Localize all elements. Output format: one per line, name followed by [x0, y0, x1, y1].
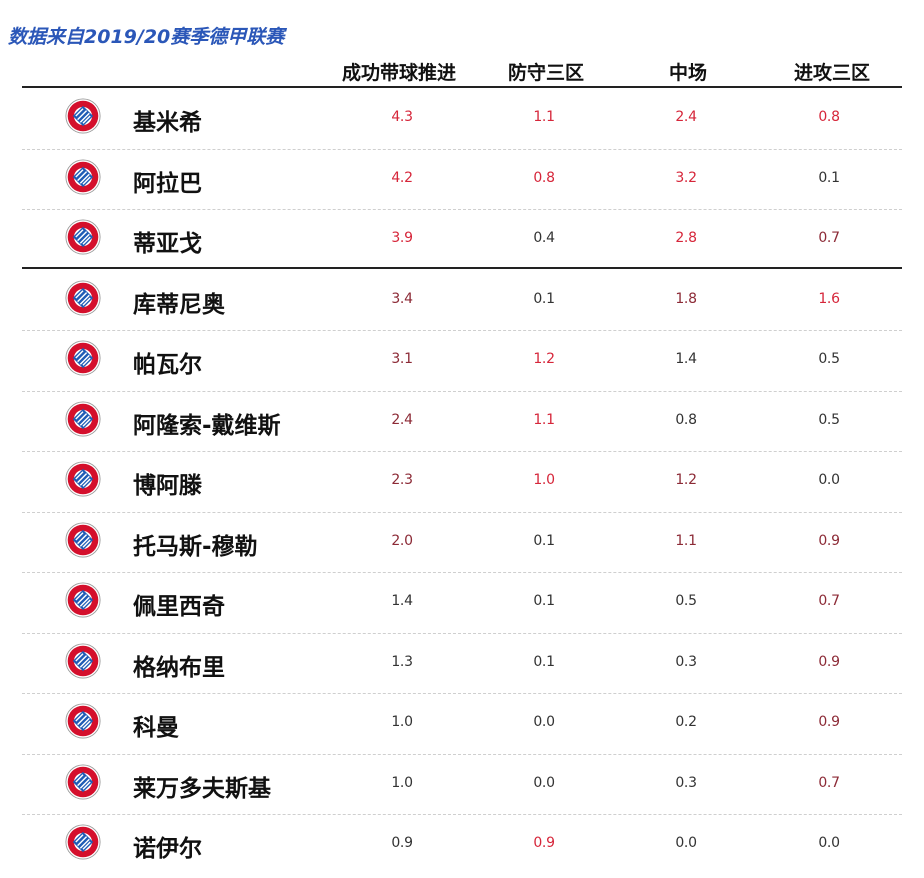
- stat-value-dribble-progress: 1.0: [391, 714, 413, 730]
- player-name: 佩里西奇: [133, 594, 225, 620]
- stat-value-attacking-third: 1.6: [818, 290, 840, 307]
- stat-value-attacking-third: 0.1: [818, 169, 840, 186]
- stat-value-dribble-progress: 2.3: [391, 472, 413, 488]
- column-header-defensive-third: 防守三区: [507, 62, 585, 84]
- stat-value-attacking-third: 0.0: [818, 472, 840, 488]
- stat-value-attacking-third: 0.5: [818, 411, 840, 428]
- stat-value-defensive-third: 1.2: [533, 351, 555, 367]
- stat-value-midfield: 3.2: [675, 169, 697, 186]
- stat-value-defensive-third: 0.9: [533, 835, 555, 851]
- fc-bayern-badge-icon: [65, 642, 101, 679]
- stat-value-midfield: 1.1: [675, 532, 697, 549]
- player-name: 科曼: [133, 715, 179, 741]
- stat-value-attacking-third: 0.5: [818, 351, 840, 367]
- stat-value-defensive-third: 0.1: [533, 653, 555, 670]
- stat-value-midfield: 1.2: [675, 472, 697, 488]
- player-name: 阿隆索-戴维斯: [133, 412, 281, 439]
- fc-bayern-badge-icon: [65, 461, 101, 497]
- stat-value-dribble-progress: 3.1: [391, 351, 413, 367]
- fc-bayern-badge-icon: [65, 400, 101, 437]
- row-divider: [22, 148, 902, 150]
- fc-bayern-badge-icon: [65, 279, 101, 316]
- header-rule: [22, 86, 902, 88]
- fc-bayern-badge-icon: [65, 521, 101, 558]
- stat-value-midfield: 0.8: [675, 411, 697, 428]
- player-name: 帕瓦尔: [133, 352, 202, 378]
- stat-value-dribble-progress: 2.0: [391, 532, 413, 549]
- stat-value-attacking-third: 0.8: [818, 109, 840, 125]
- player-name: 库蒂尼奥: [133, 291, 225, 318]
- player-name: 诺伊尔: [133, 836, 202, 862]
- source-note: 数据来自2019/20赛季德甲联赛: [8, 26, 285, 48]
- stat-value-attacking-third: 0.9: [818, 532, 840, 549]
- stat-value-midfield: 1.8: [675, 290, 697, 307]
- row-divider: [22, 572, 902, 573]
- stat-value-dribble-progress: 4.3: [391, 109, 413, 125]
- stat-value-attacking-third: 0.0: [818, 835, 840, 851]
- stat-value-attacking-third: 0.7: [818, 774, 840, 791]
- player-name: 莱万多夫斯基: [133, 775, 271, 802]
- stat-value-attacking-third: 0.7: [818, 230, 840, 246]
- column-header-dribble-progress: 成功带球推进: [341, 62, 457, 84]
- fc-bayern-badge-icon: [65, 340, 101, 376]
- stat-value-dribble-progress: 1.3: [391, 653, 413, 670]
- stat-value-dribble-progress: 3.4: [391, 290, 413, 307]
- stat-value-defensive-third: 0.4: [533, 230, 555, 246]
- stat-value-dribble-progress: 4.2: [391, 169, 413, 186]
- column-header-midfield: 中场: [668, 62, 708, 84]
- stat-value-dribble-progress: 2.4: [391, 411, 413, 428]
- stat-value-dribble-progress: 1.0: [391, 774, 413, 791]
- stat-value-midfield: 1.4: [675, 351, 697, 367]
- row-divider: [22, 511, 902, 513]
- player-name: 阿拉巴: [133, 170, 202, 197]
- stat-value-defensive-third: 0.0: [533, 714, 555, 730]
- player-name: 托马斯-穆勒: [133, 533, 258, 560]
- row-divider: [22, 693, 902, 694]
- stat-value-defensive-third: 0.1: [533, 593, 555, 609]
- stat-value-defensive-third: 0.0: [533, 774, 555, 791]
- player-name: 基米希: [133, 110, 202, 136]
- stat-value-defensive-third: 0.8: [533, 169, 555, 186]
- row-divider: [22, 330, 902, 331]
- row-divider: [22, 451, 902, 452]
- row-divider: [22, 209, 902, 210]
- row-divider: [22, 814, 902, 815]
- stat-value-defensive-third: 0.1: [533, 532, 555, 549]
- row-divider: [22, 753, 902, 755]
- fc-bayern-badge-icon: [65, 98, 101, 134]
- stat-value-attacking-third: 0.9: [818, 714, 840, 730]
- stat-value-attacking-third: 0.9: [818, 653, 840, 670]
- stat-value-defensive-third: 1.1: [533, 411, 555, 428]
- player-name: 博阿滕: [133, 473, 202, 499]
- stat-value-midfield: 0.5: [675, 593, 697, 609]
- stat-value-attacking-third: 0.7: [818, 593, 840, 609]
- row-divider: [22, 632, 902, 634]
- fc-bayern-badge-icon: [65, 763, 101, 800]
- stat-value-defensive-third: 1.0: [533, 472, 555, 488]
- stat-value-midfield: 0.0: [675, 835, 697, 851]
- fc-bayern-badge-icon: [65, 824, 101, 860]
- stat-value-midfield: 0.3: [675, 653, 697, 670]
- stat-value-defensive-third: 1.1: [533, 109, 555, 125]
- column-header-attacking-third: 进攻三区: [793, 62, 871, 84]
- stat-value-defensive-third: 0.1: [533, 290, 555, 307]
- fc-bayern-badge-icon: [65, 582, 101, 618]
- stat-value-dribble-progress: 3.9: [391, 230, 413, 246]
- stat-value-midfield: 2.4: [675, 109, 697, 125]
- player-name: 格纳布里: [133, 654, 225, 681]
- stat-value-dribble-progress: 1.4: [391, 593, 413, 609]
- fc-bayern-badge-icon: [65, 158, 101, 195]
- stat-value-dribble-progress: 0.9: [391, 835, 413, 851]
- row-divider: [22, 390, 902, 392]
- fc-bayern-badge-icon: [65, 703, 101, 739]
- group-divider-rule: [22, 267, 902, 269]
- stat-value-midfield: 0.3: [675, 774, 697, 791]
- player-name: 蒂亚戈: [133, 231, 202, 257]
- fc-bayern-badge-icon: [65, 219, 101, 255]
- stat-value-midfield: 2.8: [675, 230, 697, 246]
- stat-value-midfield: 0.2: [675, 714, 697, 730]
